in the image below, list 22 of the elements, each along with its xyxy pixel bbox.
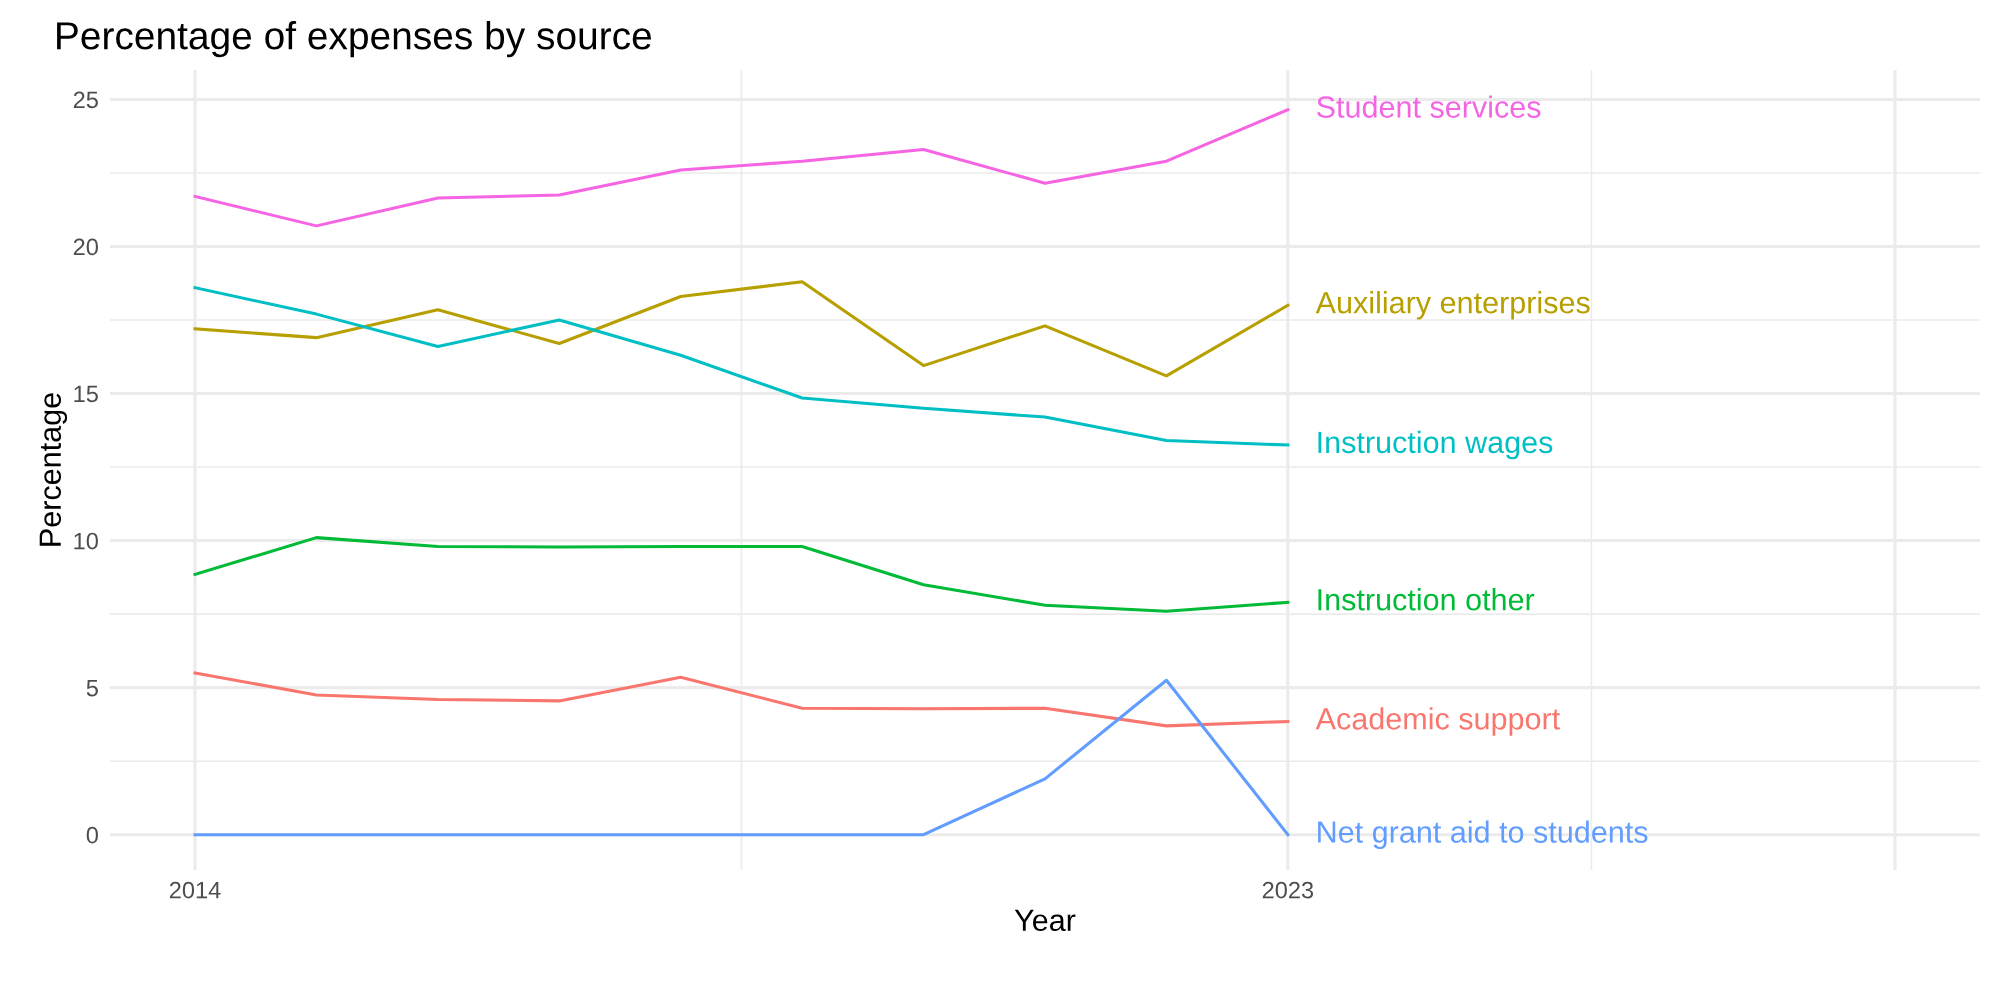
x-axis-title: Year [1014,909,1076,932]
y-tick-label: 15 [74,385,98,403]
y-tick-label: 5 [86,679,98,697]
y-tick-label: 0 [86,826,98,844]
x-tick-label: 2014 [169,881,221,899]
line-series [193,286,1290,447]
y-tick-label: 20 [73,238,98,256]
series-label: Auxiliary enterprises [1315,291,1590,320]
x-tick-label: 2023 [1262,881,1314,899]
series-label: Student services [1317,95,1541,118]
y-axis-title: Percentage [39,393,68,546]
line-series [193,536,1290,613]
line-series [193,671,1290,728]
line-series [193,108,1290,228]
series-label: Academic support [1315,707,1560,736]
series-label: Instruction wages [1318,430,1553,460]
chart-title: Percentage of expenses by source [57,20,651,58]
y-tick-label: 10 [74,532,98,550]
y-tick-label: 25 [73,91,98,109]
line-series [193,280,1290,378]
series-label: Instruction other [1318,588,1535,611]
series-label: Net grant aid to students [1318,820,1648,849]
